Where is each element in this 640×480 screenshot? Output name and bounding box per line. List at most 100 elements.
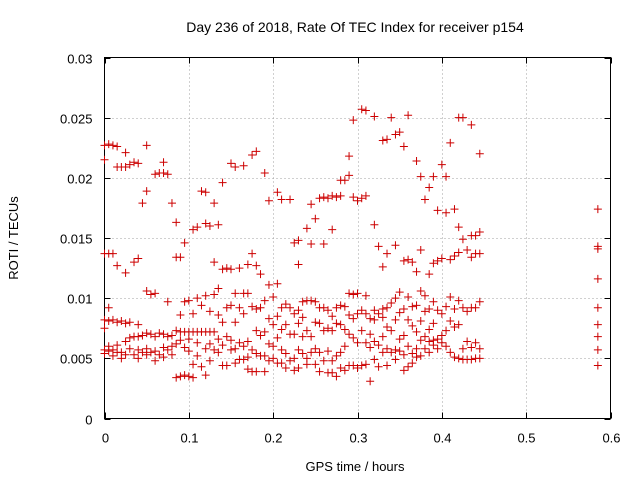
data-point xyxy=(151,347,160,356)
data-point xyxy=(340,325,349,334)
data-point xyxy=(328,225,337,234)
data-point xyxy=(446,317,455,326)
data-point xyxy=(113,318,122,327)
data-point xyxy=(366,377,375,386)
data-point xyxy=(159,330,168,339)
data-point xyxy=(323,324,332,333)
data-point xyxy=(218,265,227,274)
data-point xyxy=(205,221,214,230)
data-point xyxy=(475,249,484,258)
data-point xyxy=(294,260,303,269)
data-point xyxy=(155,329,164,338)
data-point xyxy=(412,344,421,353)
data-point xyxy=(412,353,421,362)
data-point xyxy=(370,337,379,346)
data-point xyxy=(593,274,602,283)
data-point xyxy=(113,341,122,350)
data-point xyxy=(100,315,109,324)
data-point xyxy=(197,301,206,310)
data-point xyxy=(383,135,392,144)
data-point xyxy=(108,249,117,258)
data-point xyxy=(104,303,113,312)
data-point xyxy=(163,170,172,179)
data-point xyxy=(243,289,252,298)
data-point xyxy=(437,331,446,340)
data-point xyxy=(340,366,349,375)
data-point xyxy=(353,338,362,347)
data-point xyxy=(260,367,269,376)
data-point xyxy=(231,318,240,327)
x-tick-labels: 0 0.1 0.2 0.3 0.4 0.5 0.6 xyxy=(102,431,621,446)
data-point xyxy=(151,332,160,341)
data-point xyxy=(273,312,282,321)
data-point xyxy=(345,311,354,320)
data-point xyxy=(353,363,362,372)
data-point xyxy=(319,193,328,202)
data-point xyxy=(357,306,366,315)
data-point xyxy=(252,326,261,335)
data-point xyxy=(142,329,151,338)
data-point xyxy=(374,309,383,318)
data-point xyxy=(172,218,181,227)
data-point xyxy=(336,320,345,329)
data-point xyxy=(231,163,240,172)
data-point xyxy=(404,111,413,120)
data-point xyxy=(281,300,290,309)
data-point xyxy=(370,220,379,229)
data-point xyxy=(450,353,459,362)
data-point xyxy=(593,244,602,253)
data-point xyxy=(248,249,257,258)
x-axis-label: GPS time / hours xyxy=(306,459,405,474)
data-point xyxy=(146,290,155,299)
data-point xyxy=(361,291,370,300)
data-point xyxy=(294,345,303,354)
data-point xyxy=(222,332,231,341)
data-point xyxy=(446,348,455,357)
data-point xyxy=(125,318,134,327)
data-point xyxy=(121,268,130,277)
data-point xyxy=(340,176,349,185)
data-point xyxy=(416,286,425,295)
data-point xyxy=(214,311,223,320)
data-point xyxy=(201,291,210,300)
data-point xyxy=(252,349,261,358)
data-point xyxy=(340,302,349,311)
data-point xyxy=(104,140,113,149)
data-point xyxy=(437,309,446,318)
data-point xyxy=(366,314,375,323)
data-point xyxy=(302,326,311,335)
data-point xyxy=(100,155,109,164)
data-point xyxy=(425,270,434,279)
data-point xyxy=(395,347,404,356)
data-point xyxy=(328,191,337,200)
data-point xyxy=(108,351,117,360)
data-point xyxy=(214,335,223,344)
data-point xyxy=(104,317,113,326)
x-tick-label: 0 xyxy=(102,431,109,446)
data-point xyxy=(201,344,210,353)
data-point xyxy=(260,169,269,178)
data-point xyxy=(167,199,176,208)
data-point xyxy=(420,307,429,316)
data-point xyxy=(442,326,451,335)
data-point xyxy=(197,187,206,196)
chart-title: Day 236 of 2018, Rate Of TEC Index for r… xyxy=(186,19,524,35)
grid-lines xyxy=(104,57,611,419)
data-point xyxy=(117,354,126,363)
data-point xyxy=(391,241,400,250)
data-point xyxy=(210,345,219,354)
data-point xyxy=(399,256,408,265)
data-point xyxy=(378,136,387,145)
data-point xyxy=(125,333,134,342)
data-point xyxy=(151,170,160,179)
x-tick-label: 0.6 xyxy=(602,431,620,446)
data-point xyxy=(345,330,354,339)
data-point xyxy=(349,333,358,342)
data-point xyxy=(142,187,151,196)
data-point xyxy=(100,349,109,358)
data-point xyxy=(315,367,324,376)
data-point xyxy=(197,362,206,371)
data-point xyxy=(176,311,185,320)
data-point xyxy=(374,242,383,251)
data-point xyxy=(383,344,392,353)
